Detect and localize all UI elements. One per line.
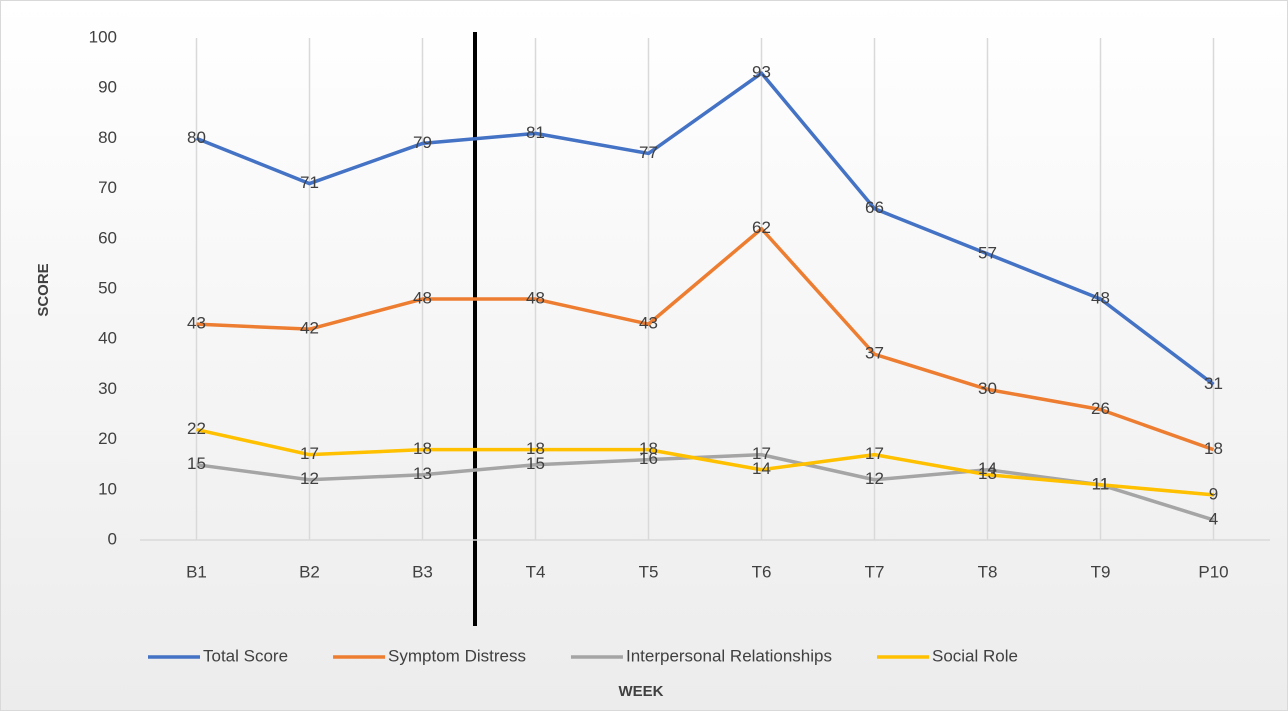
x-tick-label: B3	[412, 562, 433, 581]
data-label: 77	[639, 143, 658, 162]
data-label: 31	[1204, 374, 1223, 393]
data-label: 30	[978, 379, 997, 398]
y-tick-label: 90	[98, 78, 117, 97]
data-label: 13	[413, 464, 432, 483]
data-label: 48	[1091, 289, 1110, 308]
y-tick-label: 30	[98, 379, 117, 398]
data-label: 11	[1092, 474, 1110, 493]
y-tick-label: 70	[98, 178, 117, 197]
data-label: 11	[1092, 474, 1110, 493]
series-line	[196, 227, 1215, 452]
y-tick-label: 80	[98, 128, 117, 147]
data-label: 9	[1209, 484, 1218, 503]
legend-label: Total Score	[203, 646, 288, 665]
data-label: 16	[639, 449, 658, 468]
data-label: 14	[978, 459, 997, 478]
y-tick-label: 50	[98, 278, 117, 297]
data-label: 18	[526, 439, 545, 458]
x-tick-label: T4	[526, 562, 546, 581]
data-label: 4	[1209, 509, 1218, 528]
data-label: 26	[1091, 399, 1110, 418]
data-label: 80	[187, 128, 206, 147]
data-label: 62	[752, 218, 771, 237]
data-label: 81	[526, 123, 545, 142]
y-tick-label: 20	[98, 429, 117, 448]
series-line	[196, 427, 1214, 497]
data-label: 17	[300, 444, 319, 463]
data-label: 48	[526, 289, 545, 308]
data-label: 42	[300, 319, 319, 338]
series-line	[196, 452, 1215, 522]
data-label: 66	[865, 198, 884, 217]
x-axis-label: WEEK	[619, 683, 664, 700]
legend-label: Interpersonal Relationships	[626, 646, 832, 665]
y-tick-label: 40	[98, 329, 117, 348]
legend-label: Social Role	[932, 646, 1018, 665]
y-tick-label: 10	[98, 479, 117, 498]
x-tick-label: T8	[978, 562, 998, 581]
data-label: 17	[752, 444, 771, 463]
x-tick-label: T6	[752, 562, 772, 581]
data-label: 71	[300, 173, 319, 192]
data-label: 57	[978, 243, 997, 262]
x-tick-label: B2	[299, 562, 320, 581]
data-label: 22	[187, 419, 206, 438]
data-label: 12	[865, 469, 884, 488]
y-tick-label: 100	[89, 27, 117, 46]
x-tick-label: T9	[1091, 562, 1111, 581]
x-tick-label: T5	[639, 562, 659, 581]
grid	[195, 38, 1215, 540]
data-label: 14	[752, 459, 771, 478]
data-label: 37	[865, 344, 884, 363]
data-label: 17	[865, 444, 884, 463]
x-tick-label: B1	[186, 562, 207, 581]
y-tick-label: 60	[98, 228, 117, 247]
data-label: 43	[639, 314, 658, 333]
legend-label: Symptom Distress	[388, 646, 526, 665]
data-label: 15	[526, 454, 545, 473]
data-label: 79	[413, 133, 432, 152]
data-label: 18	[639, 439, 658, 458]
x-tick-label: T7	[865, 562, 885, 581]
y-axis-label: SCORE	[35, 263, 52, 316]
data-label: 18	[1204, 439, 1223, 458]
data-label: 93	[752, 63, 771, 82]
data-label: 13	[978, 464, 997, 483]
series-line	[195, 71, 1215, 386]
data-label: 12	[300, 469, 319, 488]
data-label: 18	[413, 439, 432, 458]
data-label: 48	[413, 289, 432, 308]
x-tick-label: P10	[1198, 562, 1228, 581]
data-label: 43	[187, 314, 206, 333]
data-label: 15	[187, 454, 206, 473]
y-tick-label: 0	[108, 529, 117, 548]
